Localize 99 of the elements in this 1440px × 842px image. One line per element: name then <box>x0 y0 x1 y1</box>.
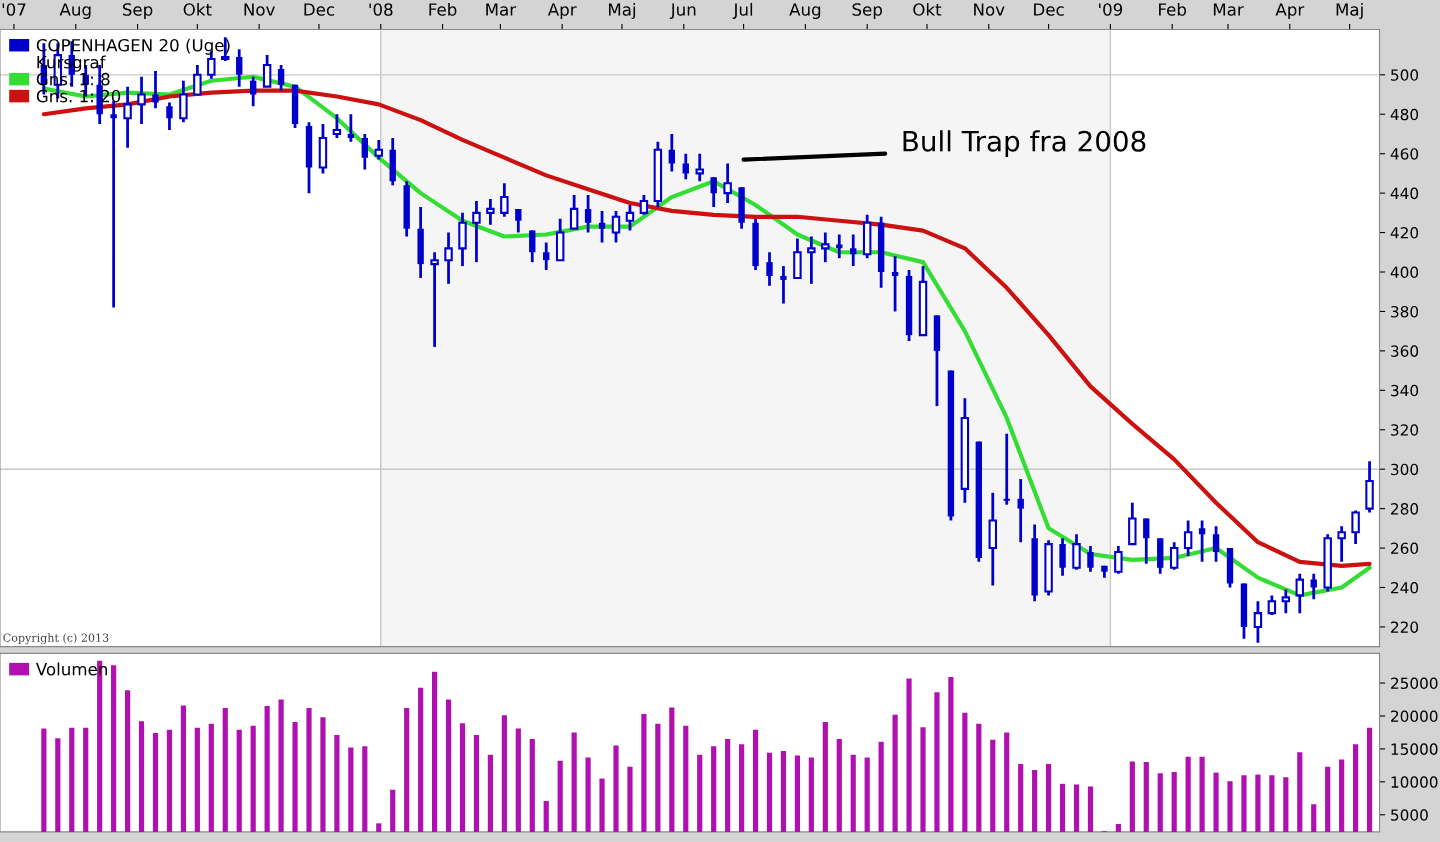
candlestick <box>1267 594 1277 617</box>
candlestick <box>1017 477 1024 544</box>
x-tick-label: Dec <box>304 3 335 16</box>
annotation: Copyright (c) 2013 <box>3 633 109 645</box>
candlestick <box>123 85 132 150</box>
y-tick-label: 15000 <box>1391 743 1438 755</box>
y-tick-label: 20000 <box>1391 710 1438 722</box>
candlestick <box>193 63 202 96</box>
candlestick <box>529 229 536 264</box>
candlestick <box>695 152 704 183</box>
x-tick-label: Nov <box>244 3 275 16</box>
x-tick-label: Aug <box>59 3 91 20</box>
y-tick-label: 400 <box>1390 266 1419 279</box>
candlestick <box>332 112 342 140</box>
x-tick-label: Jun <box>669 3 696 19</box>
candlestick <box>1087 544 1094 574</box>
y-tick-label: 440 <box>1390 187 1419 200</box>
x-tick-label: Feb <box>1159 2 1187 16</box>
x-tick-label: Nov <box>974 3 1005 16</box>
candlestick <box>500 181 509 219</box>
candlestick <box>486 197 495 227</box>
candlestick <box>625 203 635 232</box>
candlestick <box>444 231 453 286</box>
x-tick-label: Okt <box>913 2 942 16</box>
candlestick <box>766 250 773 288</box>
x-tick-label: Sep <box>122 3 153 20</box>
candlestick <box>166 101 173 132</box>
candlestick <box>347 112 355 144</box>
candlestick <box>277 63 285 92</box>
candlestick <box>236 47 243 89</box>
x-tick-label: Mar <box>486 3 517 16</box>
candlestick <box>780 264 787 305</box>
candlestick <box>249 75 257 108</box>
candlestick <box>430 250 439 349</box>
x-tick-label: Mar <box>1213 3 1244 16</box>
x-tick-label: Maj <box>1336 2 1363 20</box>
candlestick <box>891 254 899 313</box>
y-tick-label: 340 <box>1391 384 1419 397</box>
candlestick <box>179 79 188 124</box>
candlestick <box>807 235 816 286</box>
y-tick-label: 260 <box>1391 542 1419 555</box>
candlestick <box>1351 509 1360 546</box>
candlestick <box>584 193 592 234</box>
y-tick-label: 460 <box>1390 148 1419 160</box>
y-tick-label: 240 <box>1391 581 1419 594</box>
candlestick <box>569 193 579 231</box>
annotation: Bull Trap fra 2008 <box>903 130 1146 158</box>
candlestick <box>611 209 621 244</box>
y-tick-label: 220 <box>1391 621 1419 633</box>
y-tick-label: 500 <box>1391 69 1419 81</box>
candlestick <box>598 209 606 244</box>
candlestick <box>1003 432 1010 507</box>
candlestick <box>639 193 649 217</box>
candlestick <box>137 75 146 126</box>
y-tick-label: 380 <box>1391 305 1419 318</box>
candlestick <box>1295 572 1305 615</box>
candlestick <box>1183 519 1193 558</box>
y-tick-label: 360 <box>1391 345 1419 357</box>
candlestick <box>361 132 368 171</box>
candlestick <box>710 175 717 209</box>
x-tick-label: Sep <box>852 3 882 20</box>
candlestick <box>1072 532 1081 572</box>
candlestick <box>1169 540 1179 572</box>
y-tick-label: 5000 <box>1391 809 1428 821</box>
y-tick-label: 300 <box>1391 463 1419 476</box>
candlestick <box>1337 524 1346 564</box>
candlestick <box>1143 517 1150 566</box>
candlestick <box>850 233 857 268</box>
y-tick-label: 420 <box>1390 227 1419 239</box>
x-tick-label: '09 <box>1099 3 1123 16</box>
candlestick <box>1059 536 1066 578</box>
x-tick-label: Apr <box>1275 3 1305 20</box>
candlestick <box>543 241 550 272</box>
candlestick <box>821 231 830 264</box>
y-tick-label: 480 <box>1390 108 1419 121</box>
candlestick <box>1114 544 1123 576</box>
y-tick-label: 10000 <box>1391 776 1438 788</box>
x-tick-label: '08 <box>369 3 393 16</box>
candlestick <box>723 162 732 205</box>
y-tick-label: 25000 <box>1391 677 1438 690</box>
candlestick <box>472 199 481 264</box>
candlestick <box>152 69 159 110</box>
x-tick-label: '07 <box>2 3 26 16</box>
candlestick <box>262 53 272 89</box>
x-tick-label: Okt <box>183 2 212 16</box>
x-tick-label: Aug <box>789 3 821 20</box>
candlestick <box>1310 572 1317 601</box>
x-tick-label: Dec <box>1034 3 1064 16</box>
candlestick <box>1281 588 1291 615</box>
x-tick-label: Maj <box>609 2 636 20</box>
candlestick <box>836 233 843 260</box>
y-tick-label: 280 <box>1391 503 1419 515</box>
candlestick <box>668 132 676 173</box>
x-tick-label: Jul <box>732 2 753 19</box>
y-tick-label: 320 <box>1391 424 1419 436</box>
x-tick-label: Apr <box>547 3 577 20</box>
candlestick <box>1198 519 1206 564</box>
x-tick-label: Feb <box>429 2 457 16</box>
candlestick <box>1212 524 1220 564</box>
